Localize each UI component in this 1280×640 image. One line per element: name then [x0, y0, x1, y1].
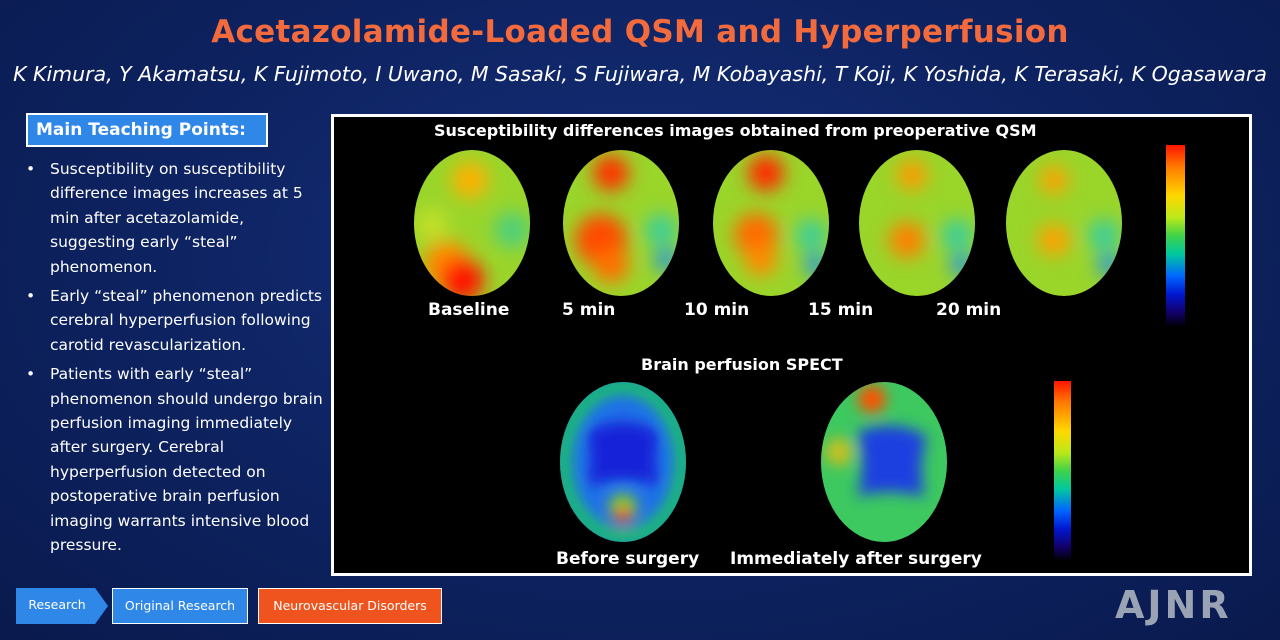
- qsm-label-5min: 5 min: [562, 300, 616, 320]
- qsm-title: Susceptibility differences images obtain…: [434, 121, 1037, 140]
- spect-label-after: Immediately after surgery: [730, 549, 982, 569]
- qsm-label-10min: 10 min: [684, 300, 750, 320]
- qsm-colorbar: [1166, 145, 1185, 327]
- qsm-brain-5min: [563, 150, 679, 296]
- author-list: K Kimura, Y Akamatsu, K Fujimoto, I Uwan…: [13, 62, 1267, 86]
- spect-label-before: Before surgery: [556, 549, 700, 569]
- research-tag[interactable]: Research: [16, 588, 108, 624]
- qsm-brain-baseline: [414, 150, 530, 296]
- teaching-point: Patients with early “steal” phenomenon s…: [26, 362, 326, 557]
- neurovascular-disorders-tag[interactable]: Neurovascular Disorders: [258, 588, 442, 624]
- figure-panel: Susceptibility differences images obtain…: [331, 114, 1252, 576]
- poster-title: Acetazolamide-Loaded QSM and Hyperperfus…: [211, 14, 1069, 50]
- qsm-label-baseline: Baseline: [428, 300, 510, 320]
- spect-title: Brain perfusion SPECT: [641, 355, 843, 374]
- qsm-brain-20min: [1006, 150, 1122, 296]
- teaching-point: Early “steal” phenomenon predicts cerebr…: [26, 284, 326, 357]
- teaching-point: Susceptibility on susceptibility differe…: [26, 157, 326, 279]
- qsm-label-20min: 20 min: [936, 300, 1002, 320]
- original-research-tag[interactable]: Original Research: [112, 588, 248, 624]
- spect-brain-before: [560, 382, 686, 542]
- teaching-points-list: Susceptibility on susceptibility differe…: [26, 157, 326, 563]
- spect-brain-after: [821, 382, 947, 542]
- qsm-brain-10min: [713, 150, 829, 296]
- ajnr-logo: AJNR: [1115, 583, 1232, 627]
- qsm-brain-15min: [859, 150, 975, 296]
- teaching-points-header: Main Teaching Points:: [26, 113, 268, 147]
- spect-colorbar: [1054, 381, 1071, 561]
- qsm-label-15min: 15 min: [808, 300, 874, 320]
